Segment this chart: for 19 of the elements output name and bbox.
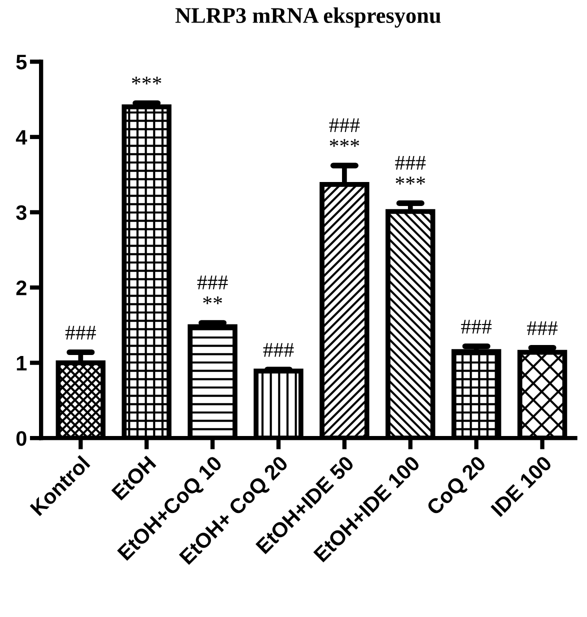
annotation: ###: [527, 321, 558, 335]
y-tick-label: 3: [16, 205, 26, 220]
annotation: ###: [263, 343, 294, 357]
x-tick-label: IDE 100: [490, 455, 553, 518]
annotation: ###: [329, 118, 360, 132]
y-tick-label: 0: [16, 431, 26, 446]
y-tick-label: 4: [16, 130, 28, 145]
chart-title: NLRP3 mRNA ekspresyonu: [175, 7, 441, 28]
annotation: **: [203, 296, 222, 304]
y-tick-label: 5: [16, 54, 27, 70]
y-tick-label: 2: [16, 280, 26, 296]
annotation: ***: [132, 76, 162, 84]
annotation: ***: [396, 176, 426, 184]
annotation: ***: [330, 139, 360, 147]
y-tick-label: 1: [16, 356, 27, 370]
annotation: ###: [395, 156, 426, 170]
annotation: ###: [65, 326, 96, 340]
annotation: ###: [197, 276, 228, 290]
annotation: ###: [461, 320, 492, 334]
